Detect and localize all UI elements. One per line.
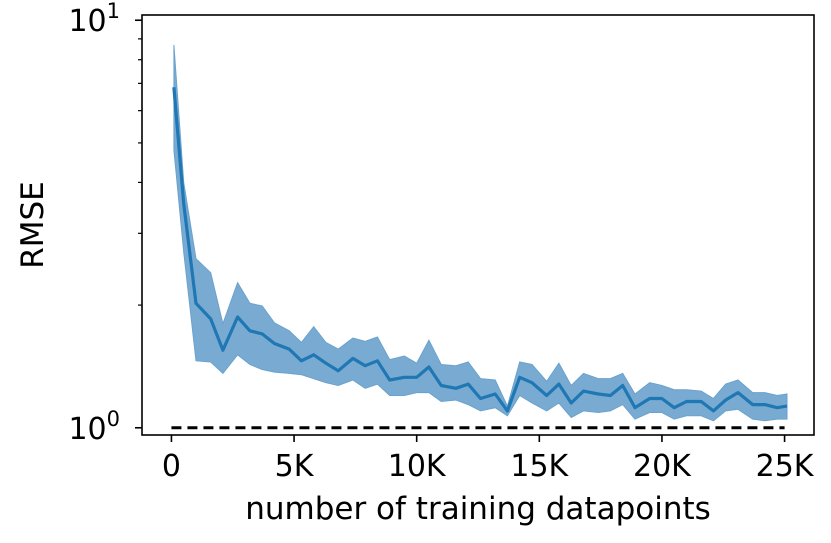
x-tick-label: 20K [633, 449, 692, 484]
rmse-mean-line [172, 87, 788, 413]
plot-frame [141, 14, 815, 436]
confidence-band [173, 44, 788, 422]
x-tick-label: 25K [756, 449, 815, 484]
x-tick-label: 10K [388, 449, 447, 484]
y-tick-label: 101 [68, 0, 120, 39]
plot-area [171, 44, 788, 430]
axis-ticks: 0 5K 10K 15K 20K 25K 100 101 [68, 0, 814, 484]
x-axis-label: number of training datapoints [245, 491, 711, 527]
y-axis-label: RMSE [15, 181, 51, 269]
y-tick-label: 100 [68, 407, 120, 447]
x-tick-label: 15K [510, 449, 569, 484]
x-tick-label: 0 [162, 449, 181, 484]
x-tick-label: 5K [275, 449, 315, 484]
